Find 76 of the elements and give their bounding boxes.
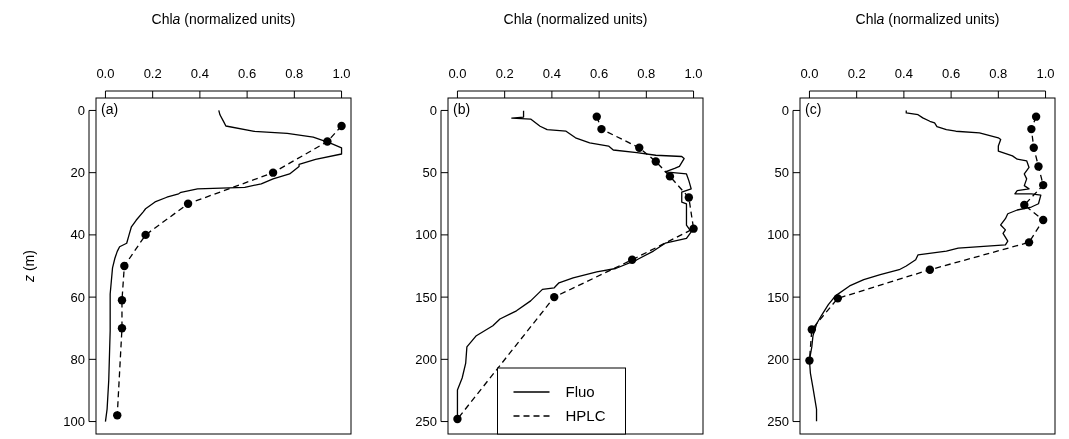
point (1027, 124, 1036, 134)
annotation: (b) (453, 101, 471, 117)
point (635, 143, 644, 152)
legend-label: Fluo (565, 383, 595, 401)
x-tick-label: 1.0 (684, 66, 703, 81)
y-tick-label: 20 (70, 165, 85, 181)
y-axis-title: z (m) (21, 250, 37, 283)
y-tick-label: 50 (774, 165, 789, 181)
x-tick-label: 0.2 (495, 66, 514, 81)
point (592, 112, 601, 121)
point (1029, 143, 1038, 152)
y-tick-label: 200 (767, 351, 789, 367)
point (113, 411, 122, 420)
annotation: (a) (101, 101, 119, 117)
x-tick-label: 0.8 (637, 66, 656, 81)
point (117, 324, 127, 333)
point (268, 168, 278, 177)
x-tick-label: 0.0 (96, 66, 115, 81)
y-tick-label: 150 (415, 289, 437, 305)
y-tick-label: 40 (70, 227, 85, 243)
x-tick-label: 0.0 (800, 66, 819, 81)
x-axis-title: Chla (normalized units) (503, 11, 648, 27)
x-tick-label: 0.2 (847, 66, 866, 81)
point (453, 414, 462, 424)
legend-label: HPLC (565, 407, 606, 425)
point (684, 193, 694, 202)
point (689, 224, 698, 233)
point (665, 172, 675, 181)
point (120, 261, 129, 271)
point (651, 157, 660, 166)
y-tick-label: 0 (429, 102, 437, 118)
point (1031, 112, 1041, 121)
y-tick-label: 50 (422, 165, 437, 181)
y-tick-label: 100 (415, 227, 437, 243)
y-tick-label: 100 (63, 414, 85, 430)
point (833, 294, 842, 303)
point (1020, 200, 1029, 210)
x-tick-label: 0.4 (190, 66, 209, 81)
point (1034, 162, 1043, 171)
x-tick-label: 0.6 (590, 66, 609, 81)
point (1038, 180, 1048, 190)
point (925, 265, 935, 274)
y-tick-label: 80 (70, 351, 85, 367)
point (337, 121, 346, 131)
point (323, 137, 332, 146)
x-tick-label: 0.0 (448, 66, 467, 81)
y-tick-label: 250 (767, 414, 789, 430)
y-tick-label: 0 (77, 102, 85, 118)
x-tick-label: 0.8 (285, 66, 304, 81)
point (627, 255, 637, 264)
point (805, 356, 814, 365)
point (1024, 238, 1034, 247)
y-tick-label: 100 (767, 227, 789, 243)
y-tick-label: 150 (767, 289, 789, 305)
point (117, 296, 127, 305)
point (807, 325, 817, 334)
point (141, 230, 150, 240)
y-tick-label: 0 (781, 102, 789, 118)
x-tick-label: 0.2 (143, 66, 162, 81)
x-tick-label: 0.4 (542, 66, 561, 81)
x-tick-label: 1.0 (1036, 66, 1055, 81)
point (183, 199, 193, 208)
point (550, 292, 559, 302)
y-tick-label: 250 (415, 414, 437, 430)
y-tick-label: 60 (70, 289, 85, 305)
x-tick-label: 0.6 (238, 66, 257, 81)
x-axis-title: Chla (normalized units) (855, 11, 1000, 27)
x-tick-label: 0.6 (942, 66, 961, 81)
annotation: (c) (805, 101, 822, 117)
point (1038, 215, 1048, 225)
x-tick-label: 1.0 (332, 66, 351, 81)
x-tick-label: 0.4 (894, 66, 913, 81)
x-axis-title: Chla (normalized units) (151, 11, 296, 27)
y-tick-label: 200 (415, 351, 437, 367)
x-tick-label: 0.8 (989, 66, 1008, 81)
point (597, 124, 606, 134)
